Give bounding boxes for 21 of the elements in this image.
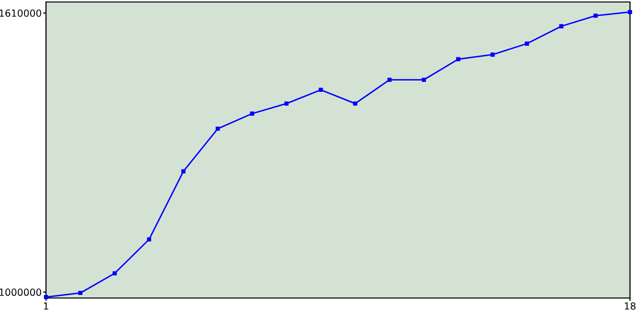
point [628,10,632,14]
point [216,126,220,131]
point [250,112,254,116]
y-tick-label: 1000000 [0,288,42,296]
x-tick-label: 18 [624,302,636,310]
point [524,42,530,46]
point [181,169,186,174]
point [353,101,358,106]
x-tick-label: 1 [44,302,48,310]
point [422,78,426,82]
point [146,237,152,242]
point [284,101,289,106]
point [490,52,495,57]
point [559,24,564,28]
point [387,78,392,82]
point [112,271,117,276]
y-tick-label: 1610000 [0,9,42,17]
point [456,57,460,62]
point [318,88,323,92]
point [78,290,82,296]
point [594,14,598,18]
